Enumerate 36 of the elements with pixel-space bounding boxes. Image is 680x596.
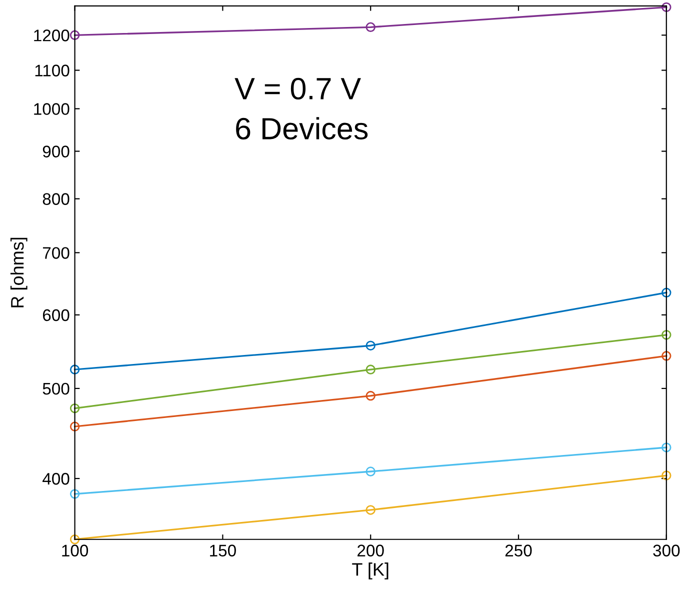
point [366, 505, 376, 515]
x-tick-label: 250 [505, 544, 532, 556]
point [70, 364, 80, 374]
y-tick-label: 700 [42, 247, 70, 259]
point [366, 22, 376, 32]
point [366, 340, 376, 350]
y-tick-label: 400 [42, 472, 70, 485]
point [70, 422, 80, 432]
point [662, 288, 672, 298]
x-tick-label: 100 [62, 544, 88, 556]
y-tick-label: 1000 [34, 103, 70, 115]
x-tick-label: 300 [653, 544, 680, 556]
point [70, 534, 80, 544]
y-tick-label: 1200 [34, 30, 70, 42]
point [662, 442, 672, 452]
y-tick-label: 800 [42, 193, 70, 205]
point [366, 364, 376, 374]
point [70, 489, 80, 499]
y-axis-title: R [ohms] [10, 238, 28, 308]
point [70, 403, 80, 414]
x-tick-label: 200 [358, 544, 384, 556]
point [366, 390, 376, 401]
point [662, 330, 672, 340]
point [662, 2, 672, 12]
point [662, 351, 672, 361]
point [366, 466, 376, 476]
annotation: V = 0.7 V [234, 78, 361, 100]
y-tick-label: 1100 [35, 64, 70, 76]
point [70, 30, 80, 40]
y-tick-label: 900 [42, 146, 70, 158]
x-tick-label: 150 [210, 544, 236, 556]
point [662, 470, 672, 480]
annotation: 6 Devices [236, 117, 368, 140]
y-tick-label: 600 [42, 309, 70, 322]
x-axis-title: T [K] [352, 562, 388, 580]
y-tick-label: 500 [42, 382, 70, 395]
